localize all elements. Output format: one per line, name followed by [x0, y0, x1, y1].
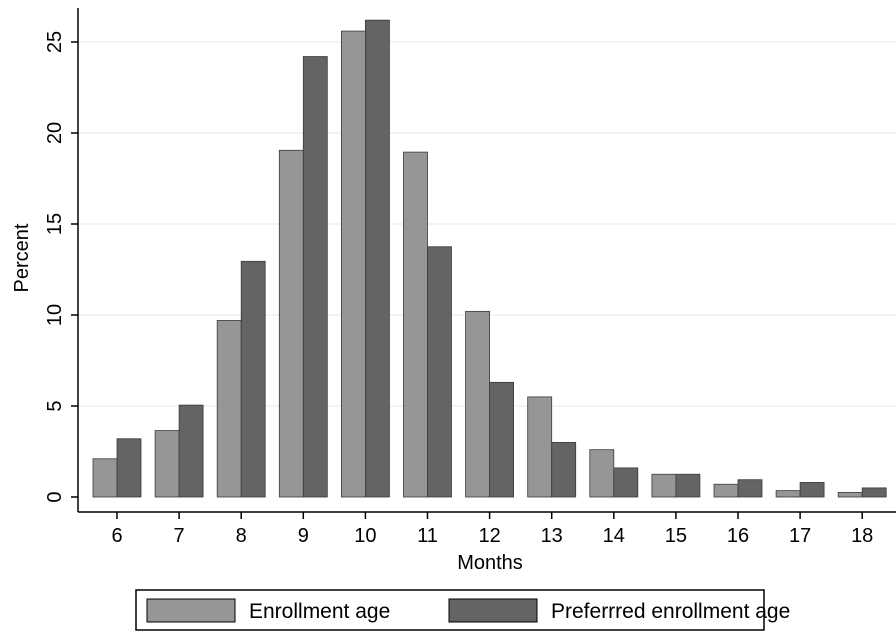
bar-enrollment-age-17 [775, 490, 801, 498]
bar-preferred-enrollment-age-7 [178, 404, 204, 498]
y-tick-label: 5 [44, 400, 66, 411]
legend-label-enrollment-age: Enrollment age [249, 600, 390, 623]
bars [92, 19, 887, 498]
bar-enrollment-age-15 [651, 473, 677, 498]
legend: Enrollment age Preferrred enrollment age [135, 589, 790, 631]
x-tick-label: 16 [727, 525, 749, 547]
bar-enrollment-age-9 [278, 149, 304, 498]
y-tick-label: 15 [44, 213, 66, 235]
bar-preferred-enrollment-age-12 [489, 381, 515, 498]
bar-enrollment-age-7 [154, 430, 180, 498]
x-tick-label: 18 [851, 525, 873, 547]
bar-enrollment-age-10 [340, 30, 366, 498]
x-tick-label: 7 [174, 525, 185, 547]
y-tick-label: 10 [44, 304, 66, 326]
gridlines [78, 41, 896, 407]
x-axis-title: Months [457, 552, 523, 574]
bar-preferred-enrollment-age-9 [302, 56, 328, 498]
bar-enrollment-age-12 [465, 310, 491, 498]
bar-preferred-enrollment-age-15 [675, 473, 701, 498]
x-tick-label: 17 [789, 525, 811, 547]
y-axis-ticks: 0 5 10 15 20 25 [44, 31, 78, 503]
legend-swatch-preferred-enrollment-age [448, 598, 538, 623]
x-tick-label: 14 [603, 525, 625, 547]
x-tick-label: 8 [236, 525, 247, 547]
x-tick-label: 15 [665, 525, 687, 547]
bar-preferred-enrollment-age-11 [427, 246, 452, 498]
x-tick-label: 12 [478, 525, 500, 547]
x-tick-label: 9 [298, 525, 309, 547]
bar-preferred-enrollment-age-16 [737, 479, 763, 498]
x-tick-label: 6 [111, 525, 122, 547]
bar-enrollment-age-6 [92, 458, 118, 498]
bar-enrollment-age-13 [527, 396, 553, 498]
bar-enrollment-age-16 [713, 483, 739, 498]
bar-enrollment-age-14 [589, 449, 615, 498]
bar-preferred-enrollment-age-6 [116, 438, 142, 498]
legend-label-preferred-enrollment-age: Preferrred enrollment age [551, 600, 790, 623]
x-axis-ticks: 6 7 8 9 10 11 12 13 14 15 16 17 18 [111, 512, 873, 547]
y-tick-label: 0 [44, 491, 66, 502]
x-tick-label: 13 [541, 525, 563, 547]
bar-preferred-enrollment-age-10 [364, 19, 390, 498]
x-tick-label: 11 [417, 525, 438, 547]
y-axis-title: Percent [11, 223, 33, 292]
bar-enrollment-age-11 [403, 151, 428, 498]
bar-enrollment-age-18 [837, 492, 863, 498]
bar-preferred-enrollment-age-17 [799, 482, 825, 498]
x-tick-label: 10 [354, 525, 376, 547]
bar-enrollment-age-8 [216, 320, 242, 498]
bar-preferred-enrollment-age-14 [613, 467, 639, 498]
legend-swatch-enrollment-age [146, 598, 236, 623]
y-tick-label: 25 [44, 31, 66, 53]
bar-preferred-enrollment-age-8 [240, 260, 266, 498]
bar-preferred-enrollment-age-18 [861, 487, 887, 498]
y-tick-label: 20 [44, 122, 66, 144]
bar-preferred-enrollment-age-13 [551, 441, 577, 498]
